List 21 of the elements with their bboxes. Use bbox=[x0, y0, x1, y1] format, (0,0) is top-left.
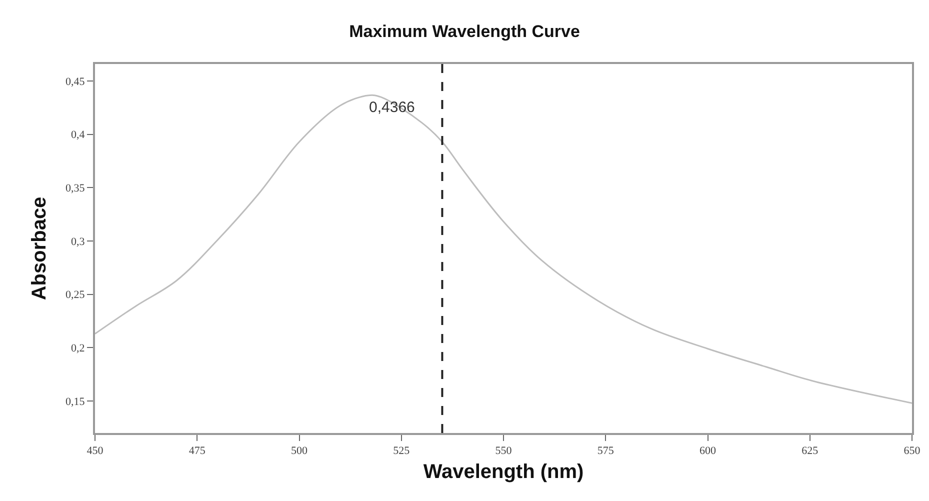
x-tick-label: 650 bbox=[904, 445, 921, 458]
y-tick-label: 0,35 bbox=[66, 182, 86, 195]
x-tick-label: 575 bbox=[597, 445, 614, 458]
y-tick-label: 0,15 bbox=[66, 396, 86, 408]
annotation: 0,4366 bbox=[369, 99, 415, 116]
y-tick-label: 0,4 bbox=[71, 129, 86, 142]
x-tick-label: 550 bbox=[495, 445, 512, 458]
x-tick-label: 525 bbox=[393, 445, 410, 458]
y-tick-label: 0,3 bbox=[71, 236, 86, 248]
line-series bbox=[95, 94, 912, 404]
y-tick-label: 0,2 bbox=[71, 342, 85, 355]
y-tick-label: 0,45 bbox=[66, 76, 86, 88]
x-axis-title: Wavelength (nm) bbox=[423, 461, 584, 484]
x-tick-label: 450 bbox=[86, 445, 104, 458]
x-tick-label: 600 bbox=[700, 445, 716, 458]
chart-title: Maximum Wavelength Curve bbox=[349, 22, 580, 41]
y-axis-title: Absorbace bbox=[28, 196, 51, 300]
x-tick-label: 475 bbox=[188, 445, 206, 458]
y-tick-label: 0,25 bbox=[66, 289, 86, 302]
x-tick-label: 625 bbox=[802, 445, 819, 458]
x-tick-label: 500 bbox=[291, 445, 308, 458]
